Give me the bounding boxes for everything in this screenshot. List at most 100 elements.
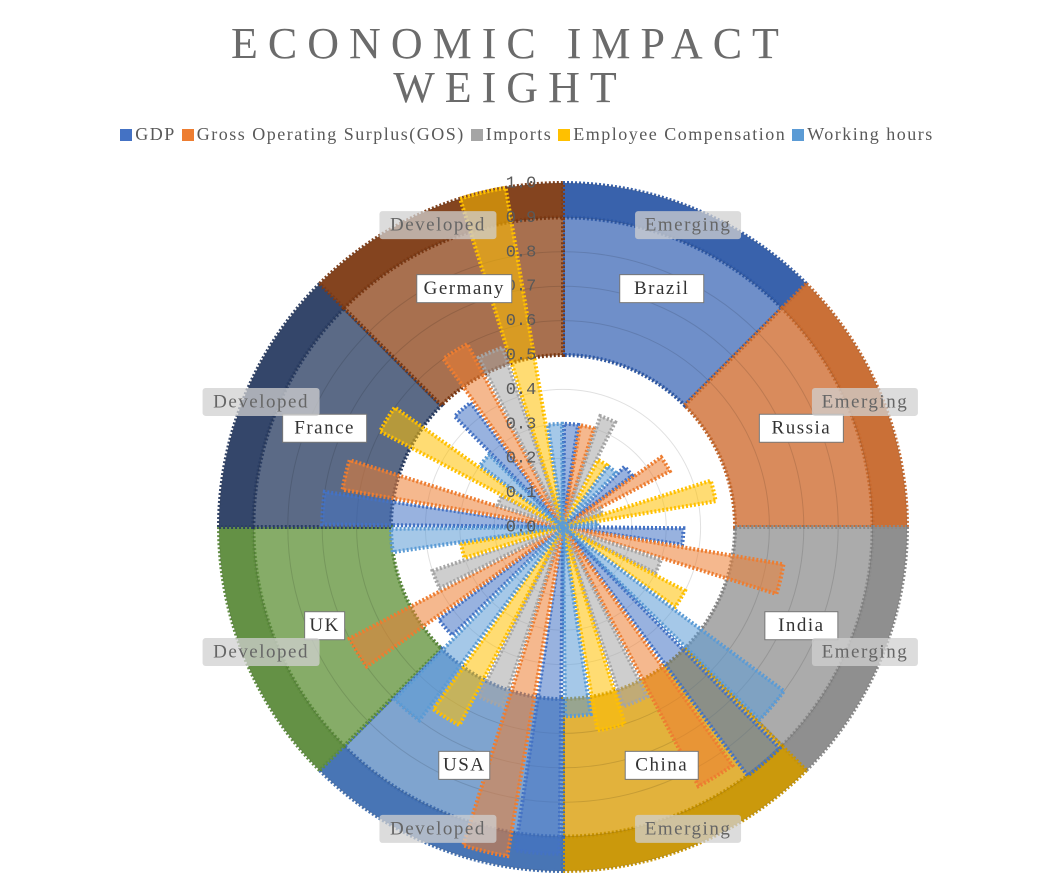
category-label: Russia <box>758 413 844 443</box>
group-label-box <box>811 387 918 416</box>
bar <box>346 525 565 670</box>
category-label-text: Brazil <box>634 278 689 299</box>
group-label: Emerging <box>635 814 742 843</box>
group-ring <box>216 280 347 529</box>
category-label-box <box>438 750 491 780</box>
category-label-box <box>619 274 705 304</box>
category-label-text: France <box>294 418 355 439</box>
bar <box>458 525 564 561</box>
bar <box>435 525 565 639</box>
category-label-text: Germany <box>424 278 505 299</box>
group-label-text: Emerging <box>822 391 909 412</box>
legend: GDP Gross Operating Surplus(GOS) Imports Em… <box>0 124 1054 145</box>
r-tick-label: 0.9 <box>506 209 537 228</box>
bar <box>391 525 565 724</box>
legend-item: Imports <box>470 124 553 145</box>
group-label: Emerging <box>635 211 742 240</box>
bar <box>377 404 565 529</box>
bar <box>476 345 565 528</box>
category-label: India <box>764 611 839 641</box>
legend-label: GDP <box>135 124 176 144</box>
category-label-box <box>764 611 839 641</box>
group-label: Developed <box>379 211 497 240</box>
grid-circle <box>287 251 839 803</box>
bar <box>561 413 618 528</box>
legend-item: GDP <box>120 124 176 145</box>
group-label-text: Developed <box>390 214 486 235</box>
group-ring <box>779 525 910 774</box>
r-tick-label: 0.0 <box>506 518 537 537</box>
bar <box>562 519 600 529</box>
bar <box>430 525 565 728</box>
group-label: Emerging <box>811 387 918 416</box>
category-label-text: Russia <box>772 418 832 439</box>
category-label-text: China <box>635 755 688 776</box>
legend-swatch <box>181 128 194 141</box>
legend-item: Gross Operating Surplus(GOS) <box>181 124 465 145</box>
bar <box>562 478 718 529</box>
category-label: China <box>624 750 699 780</box>
bar <box>477 451 565 529</box>
category-label-box <box>416 274 513 304</box>
group-label-text: Emerging <box>822 641 909 662</box>
bar <box>545 421 565 528</box>
legend-label: Working hours <box>807 124 934 144</box>
group-label-text: Emerging <box>645 214 732 235</box>
bar <box>562 525 664 576</box>
group-label-text: Emerging <box>645 818 732 839</box>
group-label: Developed <box>379 814 497 843</box>
category-label-box <box>758 413 844 443</box>
bar <box>561 525 736 789</box>
category-label: UK <box>304 611 346 641</box>
category-label-box <box>624 750 699 780</box>
group-label: Developed <box>202 638 320 667</box>
bar <box>388 525 564 555</box>
group-label-box <box>635 211 742 240</box>
bar <box>561 457 610 529</box>
category-label: USA <box>438 750 491 780</box>
bar <box>561 463 619 529</box>
legend-label: Imports <box>485 124 553 144</box>
r-tick-label: 0.1 <box>506 484 537 503</box>
group-label-box <box>811 638 918 667</box>
legend-swatch <box>792 128 805 141</box>
grid-circle <box>218 182 908 872</box>
group-label-box <box>379 211 497 240</box>
group-label-box <box>635 814 742 843</box>
grid-circle <box>356 320 770 734</box>
category-label: France <box>282 413 368 443</box>
bar <box>512 526 565 856</box>
legend-label: Gross Operating Surplus(GOS) <box>196 124 465 144</box>
group-label-text: Developed <box>213 641 309 662</box>
category-label: Brazil <box>619 274 705 304</box>
legend-swatch <box>558 128 571 141</box>
group-label: Emerging <box>811 638 918 667</box>
category-label-text: UK <box>309 615 339 636</box>
bar <box>561 526 628 733</box>
bar <box>476 526 565 709</box>
bar <box>457 185 565 528</box>
category-label-box <box>282 413 368 443</box>
legend-swatch <box>120 128 133 141</box>
r-tick-label: 0.3 <box>506 415 537 434</box>
bar <box>451 399 565 529</box>
category-label-box <box>304 611 346 641</box>
legend-label: Employee Compensation <box>573 124 787 144</box>
r-tick-label: 0.7 <box>506 278 537 297</box>
bar <box>561 526 593 719</box>
group-label-text: Developed <box>213 391 309 412</box>
bar <box>561 454 673 529</box>
bar <box>561 525 688 610</box>
bar <box>430 525 564 591</box>
bar <box>561 525 783 779</box>
group-label-box <box>202 387 320 416</box>
bar <box>440 341 565 529</box>
group-ring <box>561 180 810 311</box>
category-label-text: India <box>778 615 825 636</box>
group-label-box <box>379 814 497 843</box>
grid-circle <box>252 216 874 838</box>
category-ring <box>561 215 785 409</box>
r-tick-label: 0.6 <box>506 312 537 331</box>
r-tick-label: 0.8 <box>506 243 537 262</box>
legend-item: Employee Compensation <box>558 124 786 145</box>
